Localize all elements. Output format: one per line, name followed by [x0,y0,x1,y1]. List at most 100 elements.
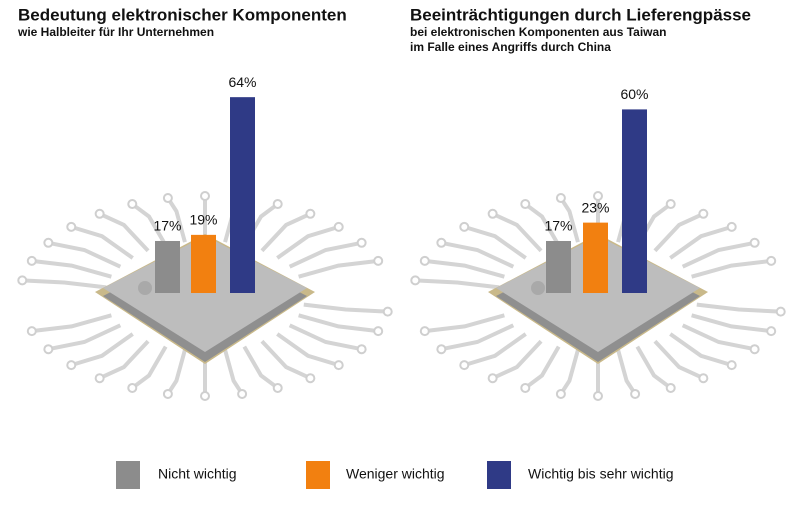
pad [436,344,447,355]
pad [555,193,566,204]
pad [593,191,603,201]
trace [31,313,112,334]
bar [191,234,216,293]
chart-subtitle: im Falle eines Angriffs durch China [410,40,611,54]
pad [487,208,498,219]
legend-label: Weniger wichtig [346,466,445,482]
trace [616,349,637,396]
pad [487,373,498,384]
legend-swatch [306,461,330,489]
pad [66,360,77,371]
trace [653,339,705,381]
chip-dot [138,281,152,295]
pad [520,199,531,210]
chart-title: Bedeutung elektronischer Komponenten [18,5,347,24]
trace [463,332,527,368]
pad [94,373,105,384]
trace [22,278,107,290]
pad [459,221,470,232]
trace [691,313,772,334]
pad [665,199,676,210]
pad [17,275,28,286]
trace [681,240,756,269]
pad [200,391,210,401]
chart-subtitle: wie Halbleiter für Ihr Unternehmen [17,25,214,39]
chip-top [103,236,307,352]
legend-label: Wichtig bis sehr wichtig [528,466,674,482]
value-label: 64% [228,74,256,90]
trace [70,224,134,260]
trace [288,240,363,269]
trace [669,224,733,260]
legend-swatch [116,461,140,489]
chip-dot [531,281,545,295]
trace [166,196,187,243]
pad [766,255,777,266]
trace [242,345,279,390]
pad [162,193,173,204]
trace [260,339,312,381]
bar [583,222,608,293]
trace [559,349,580,396]
pad [749,237,760,248]
value-label: 60% [620,86,648,102]
trace [681,323,756,352]
trace [70,332,134,368]
value-label: 19% [189,212,217,228]
trace [131,345,168,390]
pad [419,326,430,337]
pad [66,221,77,232]
trace [635,345,672,390]
pad [127,199,138,210]
pad [26,255,37,266]
bar [622,109,647,294]
trace [524,202,561,247]
trace [131,202,168,247]
trace [440,323,515,352]
trace [691,258,772,279]
pad [162,388,173,399]
trace [669,332,733,368]
pad [237,388,248,399]
bar [546,240,571,293]
trace [31,258,112,279]
trace [559,196,580,243]
trace [440,240,515,269]
pad [94,208,105,219]
pad [749,344,760,355]
trace [491,211,543,253]
pad [775,306,786,317]
pad [520,382,531,393]
pad [382,306,393,317]
trace [463,224,527,260]
pad [726,221,737,232]
trace [415,278,500,290]
chart-title: Beeinträchtigungen durch Lieferengpässe [410,5,751,24]
trace [298,258,379,279]
trace [166,349,187,396]
trace [47,240,122,269]
pad [436,237,447,248]
trace [288,323,363,352]
pad [373,326,384,337]
pad [459,360,470,371]
pad [419,255,430,266]
trace [98,339,150,381]
pad [373,255,384,266]
pad [410,275,421,286]
pad [593,391,603,401]
value-label: 17% [153,218,181,234]
bar [230,97,255,293]
pad [555,388,566,399]
pad [127,382,138,393]
chip-decoration [17,191,786,401]
pad [698,208,709,219]
pad [630,388,641,399]
pad [698,373,709,384]
pad [726,360,737,371]
value-label: 17% [544,218,572,234]
trace [98,211,150,253]
trace [276,224,340,260]
pad [305,373,316,384]
